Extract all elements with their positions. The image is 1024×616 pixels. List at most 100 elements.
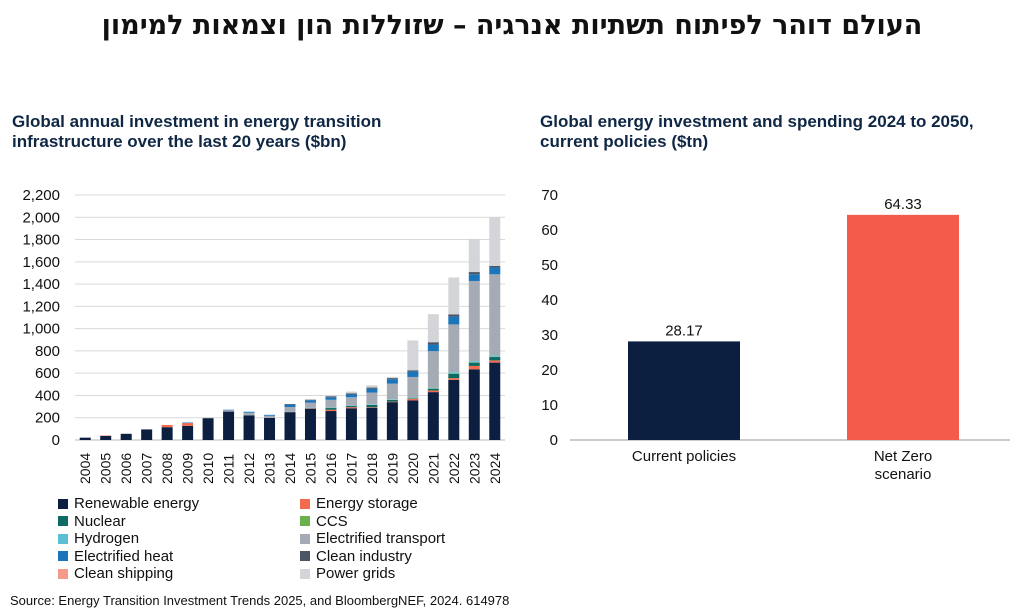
y-tick-label: 0	[52, 432, 60, 449]
bar-segment	[243, 415, 255, 440]
x-tick-label: 2019	[384, 453, 400, 484]
bar-segment	[264, 417, 276, 440]
bar-segment	[427, 388, 439, 391]
y-tick-label: 200	[35, 410, 60, 427]
legend-item: Clean industry	[300, 548, 500, 566]
bar-segment	[386, 402, 398, 440]
bar-segment	[489, 355, 501, 357]
x-tick-label: 2014	[282, 453, 298, 484]
bar-segment	[489, 362, 501, 440]
data-label: 28.17	[665, 322, 703, 339]
x-tick-label: 2004	[77, 453, 93, 484]
bar-segment	[468, 362, 480, 366]
legend-label: Nuclear	[74, 512, 126, 530]
y-tick-label: 1,800	[22, 232, 60, 249]
bar-segment	[407, 376, 419, 398]
bar-segment	[284, 407, 296, 412]
x-tick-label: 2015	[302, 453, 318, 484]
x-tick-label: scenario	[875, 466, 932, 483]
bar-segment	[366, 385, 378, 388]
main-title: העולם דוהר לפיתוח תשתיות אנרגיה – שזוללו…	[101, 10, 923, 41]
legend-swatch	[58, 498, 68, 509]
left-chart-title: Global annual investment in energy trans…	[12, 112, 382, 151]
bar-segment	[489, 357, 501, 361]
y-tick-label: 2,000	[22, 209, 60, 226]
bar-segment	[407, 398, 419, 401]
y-tick-label: 400	[35, 387, 60, 404]
bar-segment	[182, 423, 194, 426]
bar-segment	[120, 433, 132, 440]
bar-segment	[345, 397, 357, 406]
bar-segment	[100, 435, 112, 440]
bar-segment	[345, 408, 357, 440]
bar-segment	[386, 379, 398, 384]
x-tick-label: 2006	[118, 453, 134, 484]
bar-segment	[448, 316, 460, 325]
x-tick-label: 2022	[446, 453, 462, 484]
bar-segment	[468, 280, 480, 362]
bar-segment	[304, 408, 316, 440]
bar-segment	[79, 437, 91, 440]
bar-segment	[489, 267, 501, 275]
x-tick-label: 2010	[200, 453, 216, 484]
y-tick-label: 1,600	[22, 254, 60, 271]
y-tick-label: 10	[541, 397, 558, 414]
y-tick-label: 2,200	[22, 187, 60, 204]
bar-segment	[345, 393, 357, 395]
bar-segment	[366, 407, 378, 440]
x-tick-label: 2021	[425, 453, 441, 484]
bar-segment	[325, 408, 337, 410]
source-note: Source: Energy Transition Investment Tre…	[10, 593, 510, 608]
y-tick-label: 50	[541, 257, 558, 274]
legend-label: Electrified heat	[74, 547, 174, 565]
bar-segment	[325, 411, 337, 440]
legend-item: Nuclear	[58, 513, 300, 531]
bar-segment	[304, 402, 316, 408]
x-tick-label: 2007	[139, 453, 155, 484]
bar-segment	[448, 324, 460, 373]
legend-item: CCS	[300, 513, 500, 531]
bar-segment	[264, 414, 276, 416]
y-tick-label: 70	[541, 187, 558, 204]
bar-segment	[407, 400, 419, 440]
y-tick-label: 20	[541, 362, 558, 379]
bar-segment	[427, 342, 439, 345]
bar-segment	[243, 411, 255, 413]
legend-swatch	[300, 498, 310, 509]
bar-segment	[345, 407, 357, 409]
bar-segment	[325, 409, 337, 412]
legend-label: Clean shipping	[74, 565, 174, 583]
y-tick-label: 800	[35, 343, 60, 360]
x-tick-label: 2008	[159, 453, 175, 484]
bar-segment	[223, 410, 235, 412]
bar-segment	[366, 404, 378, 405]
bar-segment	[407, 371, 419, 377]
legend-label: Power grids	[316, 565, 396, 583]
x-tick-label: 2005	[98, 453, 114, 484]
x-tick-label: 2017	[343, 453, 359, 484]
bar-segment	[345, 406, 357, 408]
data-label: 64.33	[884, 196, 922, 213]
legend-label: Clean industry	[316, 547, 412, 565]
x-tick-label: 2016	[323, 453, 339, 484]
x-tick-label: Current policies	[632, 448, 736, 465]
x-tick-label: 2020	[405, 453, 421, 484]
bar-segment	[468, 365, 480, 370]
legend-item: Renewable energy	[58, 495, 300, 513]
legend-item: Electrified transport	[300, 530, 500, 548]
right-chart-title: Global energy investment and spending 20…	[540, 112, 974, 151]
bar-segment	[407, 397, 419, 399]
legend-swatch	[300, 533, 310, 544]
bar	[847, 214, 959, 440]
bar-segment	[141, 429, 153, 440]
bar-segment	[468, 274, 480, 281]
bar-segment	[161, 427, 173, 440]
bar-segment	[223, 411, 235, 440]
x-tick-label: 2024	[487, 453, 503, 484]
bar-segment	[386, 378, 398, 380]
x-tick-label: 2009	[180, 453, 196, 484]
y-tick-label: 1,200	[22, 298, 60, 315]
x-tick-label: 2011	[221, 454, 237, 484]
x-tick-label: 2023	[466, 453, 482, 484]
bar-segment	[366, 388, 378, 393]
